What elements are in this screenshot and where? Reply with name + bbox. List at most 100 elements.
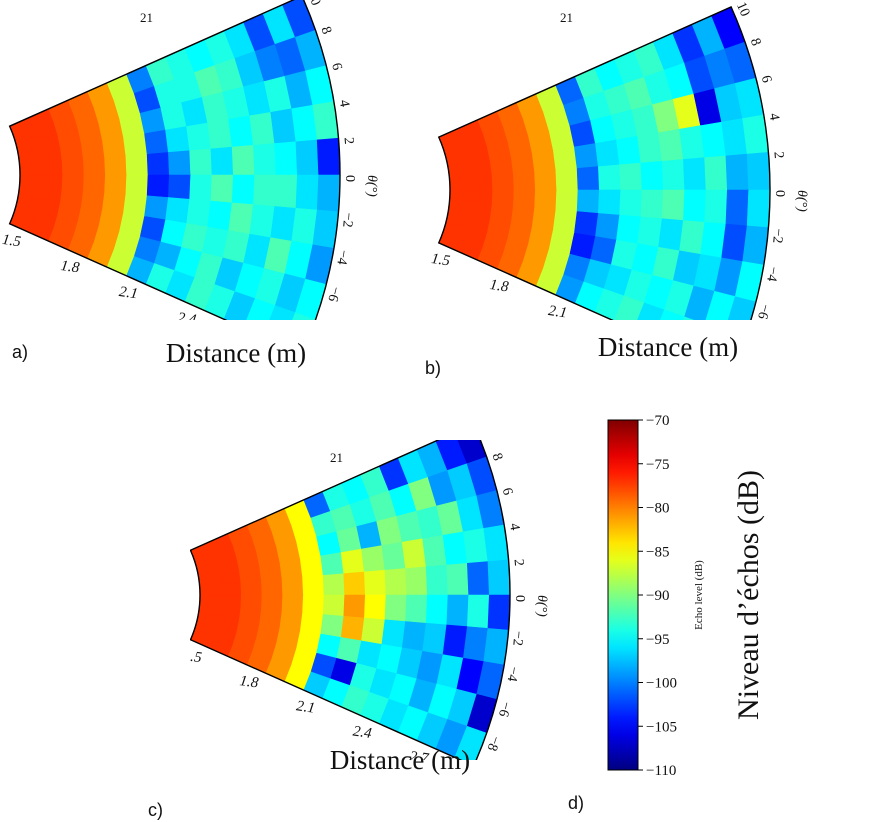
heatmap-cell [442, 531, 468, 566]
y-axis-label: θ(°) [364, 175, 379, 197]
panel-label-c: c) [148, 800, 163, 820]
heatmap-cell [401, 621, 427, 652]
heatmap-cell [165, 197, 190, 224]
heatmap-cell [219, 594, 242, 608]
heatmap-cell [704, 155, 728, 191]
y-tick-label: 8 [489, 451, 505, 463]
y-tick-label: 10 [733, 0, 752, 19]
y-tick-label: −6 [495, 700, 513, 718]
heatmap-cell [442, 624, 468, 659]
heatmap-cell [146, 174, 170, 198]
heatmap-cell [384, 594, 407, 622]
heatmap-cell [491, 189, 515, 207]
heatmap-cell [598, 189, 621, 216]
sector-outline [437, 6, 771, 374]
heatmap-cell [249, 111, 276, 146]
heatmap-cell [295, 174, 319, 211]
y-axis-label: θ(°) [534, 595, 549, 617]
heatmap-cell [274, 174, 298, 209]
heatmap-cell [704, 189, 728, 225]
heatmap-cell [219, 582, 242, 596]
x-tick-label: 1.5 [1, 232, 22, 251]
x-tick-label: 2.1 [118, 284, 139, 302]
colorbar-tick-label: −80 [646, 501, 669, 517]
heatmap-cell [446, 562, 469, 596]
heatmap-cell [661, 159, 685, 191]
colorbar-tick-label: −110 [646, 763, 676, 779]
heatmap-cell [513, 189, 536, 209]
heatmap-cell [320, 614, 345, 638]
heatmap-cell [513, 171, 536, 191]
sector-outline [8, 0, 341, 355]
heatmap-cell [261, 594, 283, 612]
heatmap-cell [19, 162, 42, 176]
heatmap-cell [322, 573, 345, 596]
y-tick-label: −4 [763, 265, 780, 282]
heatmap-cell [300, 612, 324, 635]
heatmap-cell [746, 152, 771, 191]
y-tick-label: −8 [484, 734, 503, 753]
heatmap-cell [595, 139, 620, 167]
heatmap-cell [553, 209, 578, 234]
colorbar-title: Niveau d’échos (dB) [732, 470, 765, 720]
y-tick-label: 6 [758, 74, 774, 85]
heatmap-cell [104, 174, 127, 195]
colorbar-tick-label: −85 [646, 544, 669, 560]
colorbar-tick-label: −90 [646, 588, 669, 604]
colorbar-scale [607, 419, 639, 771]
heatmap-cell [249, 204, 276, 239]
heatmap-cell [186, 198, 212, 228]
x-tick-label: 1.5 [190, 648, 203, 667]
heatmap-cell [125, 153, 149, 176]
heatmap-cell [574, 143, 599, 169]
heatmap-cells [190, 423, 511, 767]
heatmap-cell [279, 559, 303, 580]
heatmap-cell [384, 568, 407, 596]
y-tick-label: −4 [504, 665, 521, 682]
x-axis-label-text: Distance (m) [329, 745, 471, 775]
colorbar-tick-label: −70 [646, 413, 669, 429]
heatmap-cell [40, 174, 63, 189]
heatmap-cell [61, 174, 85, 191]
colorbar-tick-label: −100 [646, 676, 677, 692]
heatmap-cell [104, 155, 127, 176]
heatmap-cell [240, 580, 263, 596]
heatmap-cell [316, 174, 341, 213]
heatmap-cell [555, 168, 579, 191]
heatmap-cell [683, 157, 707, 191]
x-axis-label-text: Distance (m) [165, 338, 307, 368]
panel-title: 21 [330, 450, 343, 465]
y-tick-label: 6 [499, 486, 515, 497]
heatmap-cell [619, 189, 643, 218]
heatmap-cell [81, 140, 105, 160]
panel-label-d: d) [568, 793, 585, 813]
heatmap-cell [146, 152, 170, 176]
heatmap-cell [253, 174, 277, 207]
heatmap-cell [302, 575, 325, 596]
heatmap-cell [553, 146, 578, 171]
heatmap-cell [125, 174, 149, 197]
heatmap-cell [61, 159, 85, 176]
y-tick-label: −2 [509, 630, 525, 646]
heatmap-cell [637, 216, 663, 248]
heatmap-panel-c: 211.51.82.12.42.71086420−2−4−6−8−10θ(°) [182, 417, 580, 793]
heatmap-cell [253, 143, 277, 176]
heatmap-cell [281, 594, 304, 614]
x-axis-label-b: Distance (m) [568, 332, 768, 363]
heatmap-cell [361, 617, 386, 645]
heatmap-cell [467, 594, 490, 629]
heatmap-cell [281, 576, 304, 596]
fan-heatmap-b: 211.51.82.12.42.71086420−2−4−6−8−10θ(°) [430, 0, 809, 400]
panel-title: 21 [560, 10, 573, 25]
y-tick-label: 8 [317, 25, 333, 37]
y-tick-label: 6 [328, 61, 344, 72]
heatmap-cell [340, 548, 365, 575]
heatmap-cell [231, 144, 255, 176]
heatmap-cell [422, 622, 448, 656]
x-axis-label-text: Distance (m) [597, 332, 739, 362]
heatmap-cell [489, 157, 514, 176]
x-tick-label: 1.5 [430, 251, 451, 270]
heatmap-cell [595, 213, 620, 241]
heatmap-cell [619, 162, 643, 191]
y-tick-label: −2 [339, 212, 355, 228]
